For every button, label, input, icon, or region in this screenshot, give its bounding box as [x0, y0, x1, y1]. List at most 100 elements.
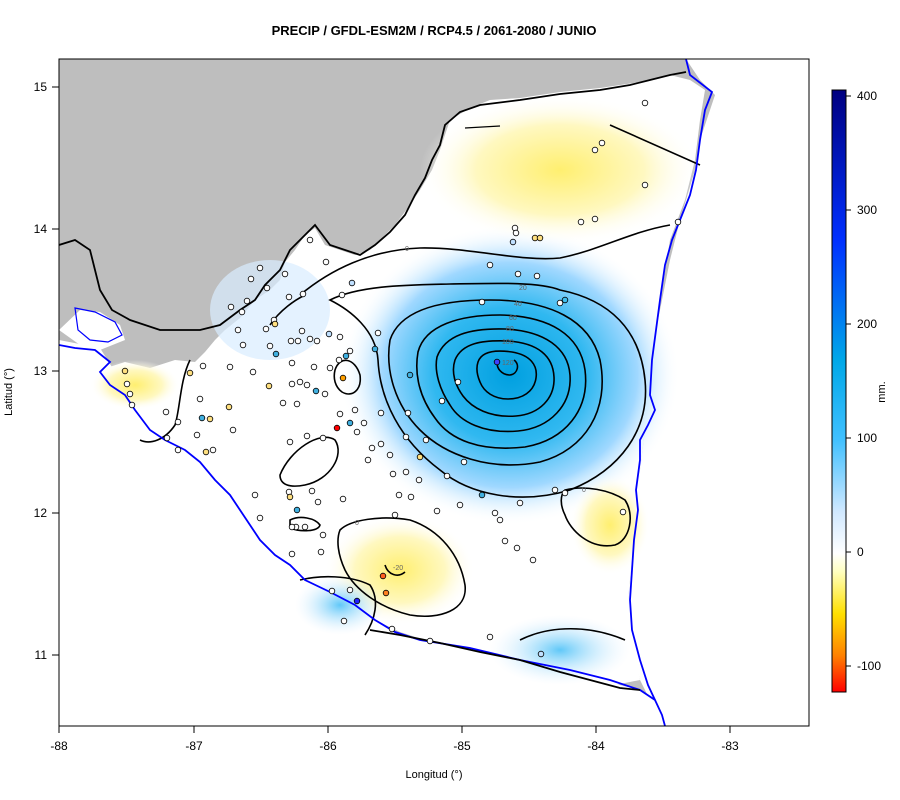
- station-marker: [336, 410, 344, 418]
- station-marker: [256, 514, 264, 522]
- station-marker: [577, 218, 585, 226]
- station-marker: [243, 297, 251, 305]
- x-tick-labels: -88 -87 -86 -85 -84 -83: [50, 739, 739, 753]
- station-marker: [416, 453, 424, 461]
- contour-label-20: 20: [519, 285, 527, 292]
- precip-surplus-southwest: [295, 575, 385, 635]
- station-marker: [536, 234, 544, 242]
- station-marker: [438, 397, 446, 405]
- station-marker: [299, 290, 307, 298]
- contour-label-0-south: 0: [355, 520, 359, 527]
- station-marker: [512, 229, 520, 237]
- station-marker: [285, 293, 293, 301]
- precip-deficit-west: [90, 360, 180, 410]
- station-marker: [402, 468, 410, 476]
- lake-coastline: [74, 307, 123, 343]
- station-marker: [391, 511, 399, 519]
- colorbar-tick-label: 0: [857, 545, 864, 559]
- station-marker: [388, 625, 396, 633]
- station-marker: [313, 337, 321, 345]
- y-tick-labels: 11 12 13 14 15: [34, 80, 48, 662]
- station-marker: [591, 215, 599, 223]
- station-marker: [314, 498, 322, 506]
- map-area: 0 20 40 60 80 100 120 0 -20 0: [59, 59, 809, 726]
- station-marker: [296, 378, 304, 386]
- station-marker: [348, 279, 356, 287]
- station-marker: [491, 509, 499, 517]
- station-marker: [272, 350, 280, 358]
- station-marker: [478, 491, 486, 499]
- station-marker: [371, 345, 379, 353]
- station-marker: [377, 440, 385, 448]
- y-tick-label: 15: [34, 80, 48, 94]
- station-marker: [340, 617, 348, 625]
- station-marker: [591, 146, 599, 154]
- station-marker: [426, 637, 434, 645]
- station-marker: [263, 284, 271, 292]
- station-marker: [509, 238, 517, 246]
- contour-120: [476, 350, 538, 400]
- contour-0-east: [560, 487, 631, 547]
- station-marker: [312, 387, 320, 395]
- station-marker: [333, 424, 341, 432]
- precip-deficit-north: [420, 95, 700, 245]
- station-marker: [279, 399, 287, 407]
- contour-label-100: 100: [502, 339, 514, 346]
- station-marker: [163, 434, 171, 442]
- pacific-ocean: [59, 340, 665, 726]
- station-marker: [293, 400, 301, 408]
- y-axis-title: Latitud (°): [3, 368, 15, 416]
- station-marker: [288, 523, 296, 531]
- plot-frame: [58, 58, 810, 727]
- station-marker: [317, 548, 325, 556]
- station-marker: [460, 458, 468, 466]
- station-marker: [415, 476, 423, 484]
- station-marker: [478, 298, 486, 306]
- contour-label-60: 60: [509, 315, 517, 322]
- station-marker: [319, 531, 327, 539]
- station-marker: [294, 337, 302, 345]
- station-marker: [619, 508, 627, 516]
- contour-minus20: [384, 564, 406, 576]
- pacific-coastline: [59, 344, 666, 726]
- station-marker: [162, 408, 170, 416]
- station-marker: [225, 403, 233, 411]
- station-marker: [456, 501, 464, 509]
- precip-surplus-south: [490, 615, 630, 685]
- station-marker: [346, 347, 354, 355]
- contour-max-spiral: [496, 359, 519, 376]
- station-marker: [303, 381, 311, 389]
- contour-label-0-north: 0: [405, 246, 409, 253]
- y-tick-label: 14: [34, 222, 48, 236]
- station-marker: [382, 589, 390, 597]
- y-tick-label: 11: [35, 648, 48, 662]
- station-marker: [537, 650, 545, 658]
- contour-labels: 0 20 40 60 80 100 120 0 -20 0: [355, 246, 586, 572]
- x-tick-label: -84: [587, 739, 605, 753]
- colorbar-ticks: [846, 95, 851, 667]
- station-marker: [306, 335, 314, 343]
- station-marker: [342, 352, 350, 360]
- station-marker: [262, 325, 270, 333]
- station-marker: [249, 368, 257, 376]
- y-tick-label: 13: [34, 364, 48, 378]
- station-marker: [377, 409, 385, 417]
- station-marker: [561, 296, 569, 304]
- station-marker: [346, 586, 354, 594]
- contour-0-lake: [333, 359, 362, 395]
- station-marker: [123, 380, 131, 388]
- station-marker: [121, 367, 129, 375]
- contour-0-southeast: [519, 628, 626, 641]
- station-marker: [293, 506, 301, 514]
- station-marker: [368, 444, 376, 452]
- y-tick-label: 12: [34, 506, 48, 520]
- station-marker: [199, 362, 207, 370]
- colorbar-tick-label: 400: [857, 89, 877, 103]
- precip-deficit-east: [570, 475, 650, 575]
- precip-field: [90, 95, 700, 685]
- station-marker: [533, 272, 541, 280]
- station-marker: [322, 258, 330, 266]
- station-marker: [174, 446, 182, 454]
- colorbar-ramp: [831, 89, 847, 693]
- station-marker: [454, 378, 462, 386]
